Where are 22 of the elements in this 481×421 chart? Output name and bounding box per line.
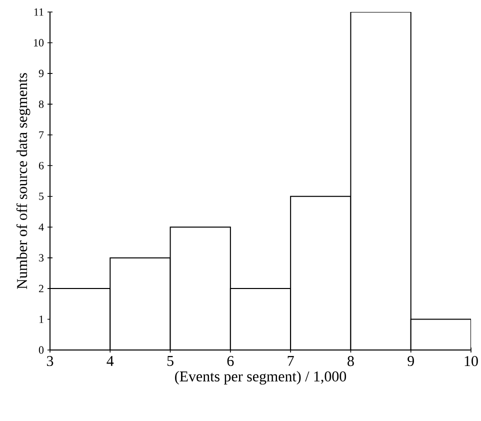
y-tick-label: 8 (38, 100, 44, 108)
y-tick-label: 0 (38, 346, 44, 354)
y-tick-label: 7 (39, 131, 44, 138)
y-tick-label: 10 (34, 39, 44, 46)
y-tick-label: 9 (38, 70, 44, 78)
x-tick-label: 6 (227, 356, 234, 366)
y-axis-title: Number of off source data segments (16, 73, 30, 289)
x-tick-label: 5 (167, 356, 174, 366)
x-tick-label: 7 (288, 356, 294, 366)
x-tick-label: 10 (464, 356, 478, 366)
y-tick-label: 3 (39, 254, 44, 262)
x-tick-label: 4 (106, 356, 114, 366)
y-tick-label: 11 (34, 8, 44, 16)
y-tick-label: 6 (38, 162, 44, 170)
x-tick-label: 8 (348, 356, 354, 366)
y-tick-label: 4 (38, 223, 44, 231)
x-axis-title: (Events per segment) / 1,000 (175, 370, 346, 385)
y-tick-label: 2 (38, 284, 44, 292)
y-tick-label: 1 (39, 316, 44, 323)
y-tick-label: 5 (39, 192, 44, 200)
x-tick-label: 9 (408, 356, 414, 366)
x-tick-label: 3 (46, 356, 54, 366)
